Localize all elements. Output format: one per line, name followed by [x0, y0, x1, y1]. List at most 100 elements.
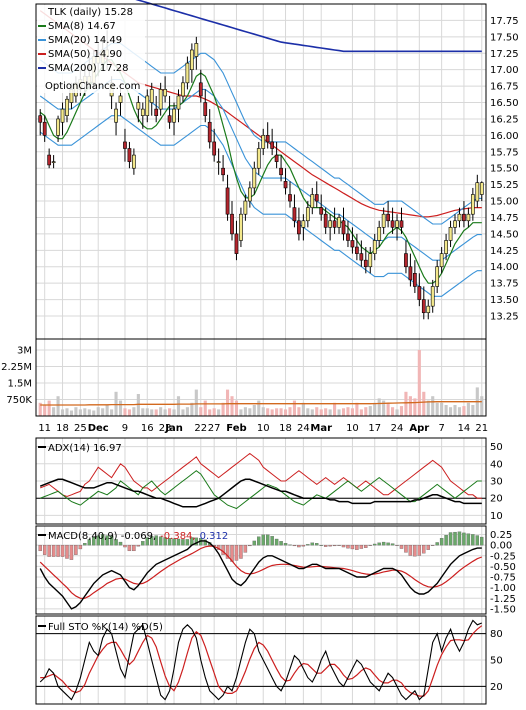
- adx-tick-label: 40: [490, 459, 503, 470]
- volume-bar: [47, 400, 51, 416]
- candle-body: [230, 213, 234, 235]
- candle-body: [283, 181, 288, 189]
- date-tick-label: Feb: [226, 423, 246, 434]
- sto-axis: 80 50 20: [490, 629, 503, 693]
- macd-histogram-bar: [350, 544, 355, 550]
- candle-body: [225, 187, 230, 215]
- macd-histogram-bar: [74, 544, 78, 555]
- candle-body: [221, 167, 225, 176]
- price-tick-label: 17.50: [490, 32, 519, 43]
- volume-bar: [275, 408, 279, 416]
- macd-title-prefix: MACD(8,40,9) -0.069,: [48, 531, 156, 542]
- macd-histogram-bar: [239, 544, 243, 559]
- candle-body: [417, 286, 422, 300]
- volume-bar: [386, 402, 390, 416]
- volume-bar: [168, 408, 172, 416]
- date-tick-label: 27: [208, 423, 221, 434]
- macd-histogram-bar: [471, 534, 475, 546]
- volume-bar: [270, 409, 274, 416]
- macd-histogram-bar: [38, 544, 42, 552]
- candle-body: [310, 194, 315, 208]
- volume-bar: [399, 406, 404, 416]
- macd-histogram-bar: [395, 544, 399, 546]
- volume-bar: [132, 407, 136, 416]
- volume-bar: [480, 396, 484, 416]
- candle-body: [149, 89, 154, 103]
- volume-bar: [391, 407, 395, 416]
- date-tick-label: 14: [458, 423, 471, 434]
- candle-body: [154, 108, 159, 116]
- volume-bar: [123, 408, 127, 416]
- volume-bar: [141, 408, 145, 416]
- volume-bar: [105, 405, 109, 416]
- date-tick-label: 10: [257, 423, 270, 434]
- macd-histogram-bar: [42, 544, 47, 555]
- candle-body: [56, 118, 60, 136]
- price-tick-label: 14.25: [490, 246, 519, 257]
- candle-body: [355, 246, 359, 254]
- date-tick-label: Apr: [409, 423, 429, 434]
- volume-bar: [248, 408, 252, 416]
- volume-bar: [65, 408, 69, 416]
- macd-line: [39, 540, 482, 610]
- macd-histogram-bar: [377, 542, 381, 546]
- legend-sma50: SMA(50) 14.90: [48, 49, 122, 60]
- volume-bar: [225, 389, 230, 416]
- candle-body: [377, 227, 382, 241]
- volume-bar: [78, 409, 82, 416]
- macd-histogram-bar: [368, 544, 372, 546]
- volume-bar: [69, 410, 74, 416]
- macd-histogram-bar: [65, 544, 69, 559]
- candle-body: [319, 207, 324, 215]
- macd-histogram-bar: [56, 544, 60, 557]
- date-tick-label: 18: [56, 423, 69, 434]
- candle-body: [479, 182, 484, 195]
- volume-bar: [230, 396, 234, 416]
- price-tick-label: 13.50: [490, 295, 519, 306]
- volume-bar: [159, 407, 163, 416]
- volume-bar: [319, 409, 323, 416]
- candle-body: [127, 148, 132, 162]
- volume-bar: [136, 394, 140, 416]
- candle-body: [136, 102, 141, 110]
- macd-histogram-bar: [337, 544, 341, 546]
- macd-histogram-bar: [422, 544, 426, 554]
- macd-histogram-bar: [150, 536, 154, 546]
- macd-histogram-bar: [154, 535, 158, 546]
- volume-axis: 3M 2.25M 1.5M 750K: [1, 346, 32, 407]
- volume-bar: [462, 406, 466, 416]
- candle-body: [359, 253, 364, 261]
- candle-body: [346, 233, 350, 241]
- candle-body: [167, 115, 172, 123]
- volume-bar: [96, 407, 100, 416]
- candle-body: [256, 148, 261, 169]
- candle-body: [453, 220, 457, 228]
- volume-bar: [208, 409, 212, 416]
- macd-histogram-bar: [51, 544, 56, 557]
- date-tick-label: 24: [391, 423, 404, 434]
- date-tick-label: 25: [74, 423, 87, 434]
- candle-body: [65, 98, 69, 116]
- macd-histogram-bar: [426, 544, 430, 550]
- volume-bar: [199, 407, 203, 416]
- volume-bar: [212, 408, 216, 416]
- macd-histogram-bar: [234, 544, 239, 561]
- candle-body: [163, 89, 167, 97]
- volume-bar: [288, 407, 292, 416]
- candle-body: [462, 213, 466, 222]
- volume-bar: [239, 409, 243, 416]
- candle-body: [332, 220, 337, 228]
- volume-bar: [185, 407, 189, 416]
- volume-bar: [377, 398, 381, 416]
- sto-panel-frame: [35, 615, 487, 705]
- macd-histogram-bar: [283, 543, 288, 546]
- macd-histogram-bar: [408, 544, 413, 556]
- macd-histogram-bar: [444, 535, 448, 546]
- macd-histogram-bar: [274, 538, 279, 546]
- volume-bar: [422, 391, 426, 416]
- volume-bar: [56, 396, 60, 416]
- macd-histogram-bar: [430, 544, 435, 546]
- candle-body: [444, 240, 448, 254]
- candle-body: [386, 213, 390, 222]
